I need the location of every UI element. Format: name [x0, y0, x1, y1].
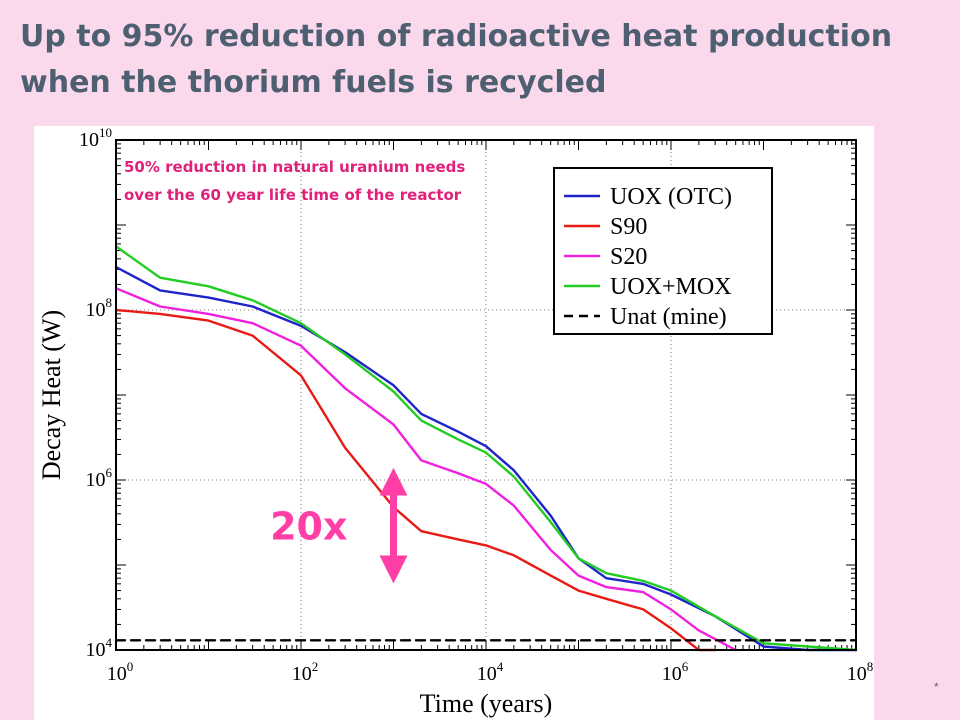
y-tick-label-3-exp: 10	[99, 126, 112, 140]
x-tick-label-4: 108	[847, 659, 874, 685]
plot-frame	[115, 139, 857, 651]
x-tick-label-0-exp: 0	[127, 659, 134, 674]
legend-label-3: UOX+MOX	[610, 274, 732, 300]
slide-title-line-1: Up to 95% reduction of radioactive heat …	[20, 19, 893, 54]
footer-mark: *	[934, 680, 939, 694]
x-tick-label-1-base: 10	[292, 663, 312, 685]
series-line-3	[114, 245, 858, 652]
annotation-line-1: 50% reduction in natural uranium needs	[124, 158, 465, 176]
y-axis-label: Decay Heat (W)	[37, 310, 66, 480]
y-tick-label-0-exp: 4	[106, 635, 113, 650]
x-tick-label-3-exp: 6	[682, 659, 689, 674]
x-tick-label-2-base: 10	[477, 663, 497, 685]
x-tick-label-2: 104	[477, 659, 504, 685]
x-tick-label-4-exp: 8	[867, 659, 874, 674]
x-tick-label-2-exp: 4	[497, 659, 504, 674]
x-tick-label-0-base: 10	[107, 663, 127, 685]
x-tick-label-3-base: 10	[662, 663, 682, 685]
y-tick-label-1: 106	[86, 465, 113, 491]
x-tick-label-1-exp: 2	[312, 659, 319, 674]
y-tick-label-2-exp: 8	[106, 295, 113, 310]
slide-title: Up to 95% reduction of radioactive heat …	[20, 14, 920, 106]
legend: UOX (OTC) S90 S20 UOX+MOX Unat (mine)	[553, 167, 773, 335]
reduction-label: 20x	[270, 505, 347, 549]
series-line-1	[114, 308, 717, 652]
y-tick-label-3-base: 10	[79, 129, 99, 151]
series-lines	[114, 245, 858, 652]
legend-label-4: Unat (mine)	[610, 304, 727, 330]
x-tick-label-0: 100	[107, 659, 134, 685]
legend-label-2: S20	[610, 244, 647, 270]
legend-label-0: UOX (OTC)	[610, 184, 732, 210]
x-tick-label-4-base: 10	[847, 663, 867, 685]
legend-label-1: S90	[610, 214, 647, 240]
series-line-2	[114, 287, 737, 652]
x-axis-label: Time (years)	[420, 689, 553, 718]
x-tick-label-1: 102	[292, 659, 319, 685]
y-tick-label-0: 104	[86, 635, 113, 661]
y-tick-label-2-base: 10	[86, 299, 106, 321]
x-tick-label-3: 106	[662, 659, 689, 685]
y-tick-label-0-base: 10	[86, 639, 106, 661]
annotation-line-2: over the 60 year life time of the reacto…	[124, 186, 462, 204]
y-tick-label-1-exp: 6	[106, 465, 113, 480]
y-tick-label-2: 108	[86, 295, 113, 321]
y-tick-label-1-base: 10	[86, 469, 106, 491]
y-tick-label-3: 1010	[79, 126, 112, 151]
slide-title-line-2: when the thorium fuels is recycled	[20, 65, 607, 100]
